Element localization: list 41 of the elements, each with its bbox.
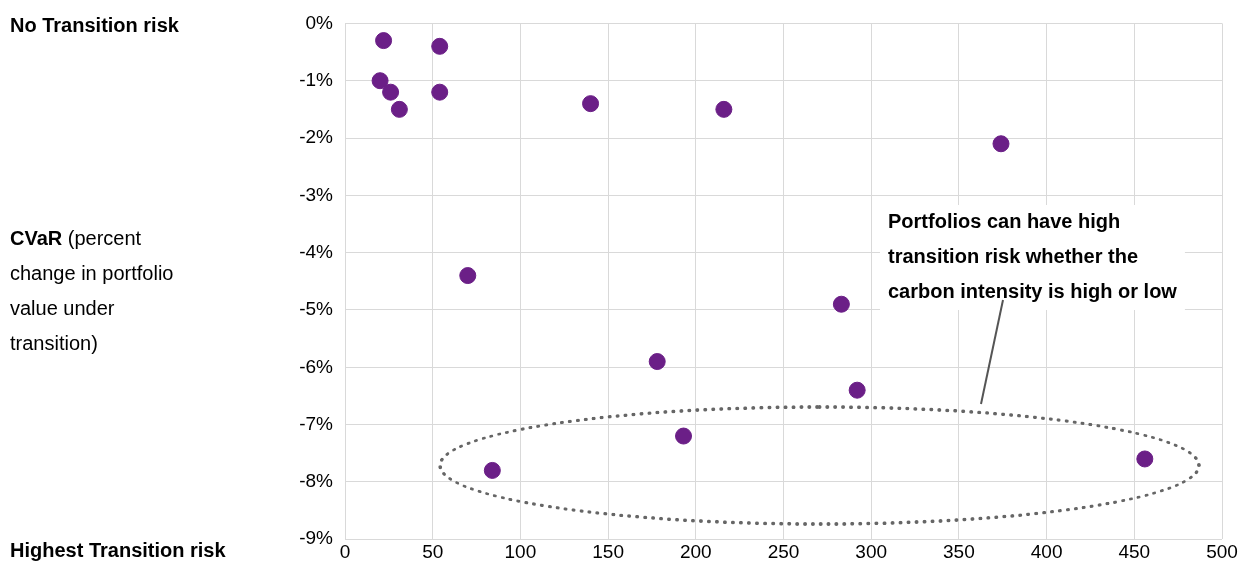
y-tick-label: 0% bbox=[305, 11, 334, 33]
y-tick-label: -8% bbox=[299, 470, 334, 492]
y-tick-label: -1% bbox=[299, 68, 334, 90]
point bbox=[992, 135, 1010, 153]
point bbox=[382, 83, 400, 101]
y-tick-label: -4% bbox=[299, 240, 334, 262]
y-tick-label: -2% bbox=[299, 126, 334, 148]
x-tick-label: 50 bbox=[422, 540, 444, 562]
y-tick-label: -6% bbox=[299, 355, 334, 377]
point bbox=[390, 100, 408, 118]
point bbox=[582, 95, 600, 113]
x-tick-label: 350 bbox=[943, 540, 975, 562]
text: No Transition risk bbox=[10, 13, 180, 36]
x-tick-label: 200 bbox=[679, 540, 712, 562]
x-tick-label: 450 bbox=[1118, 540, 1151, 562]
x-tick-label: 150 bbox=[592, 540, 624, 562]
point bbox=[648, 353, 666, 371]
y-tick-label: -7% bbox=[299, 412, 334, 434]
point bbox=[1136, 450, 1154, 468]
point bbox=[431, 37, 449, 55]
point bbox=[375, 32, 393, 50]
point bbox=[848, 381, 866, 399]
point bbox=[483, 461, 501, 479]
point bbox=[431, 83, 449, 101]
x-tick-label: 100 bbox=[504, 540, 537, 562]
y-tick-label: -9% bbox=[299, 527, 334, 549]
x-tick-label: 300 bbox=[855, 540, 888, 562]
y-tick-label: -5% bbox=[299, 298, 334, 320]
text: CVaR (percent change in portfolio value under transition) bbox=[10, 226, 174, 354]
x-tick-label: 400 bbox=[1030, 540, 1063, 562]
annotation: Portfolios can have high transition risk whether the carbon intensity is high or low bbox=[888, 209, 1178, 302]
x-tick-label: 0 bbox=[339, 540, 351, 562]
point bbox=[715, 100, 733, 118]
point bbox=[832, 295, 850, 313]
x-tick-label: 500 bbox=[1206, 540, 1238, 562]
text: Highest Transition risk bbox=[10, 538, 227, 561]
y-tick-label: -3% bbox=[299, 183, 334, 205]
x-tick-label: 250 bbox=[767, 540, 800, 562]
point bbox=[675, 427, 693, 445]
point bbox=[459, 267, 477, 285]
point bbox=[371, 72, 389, 90]
